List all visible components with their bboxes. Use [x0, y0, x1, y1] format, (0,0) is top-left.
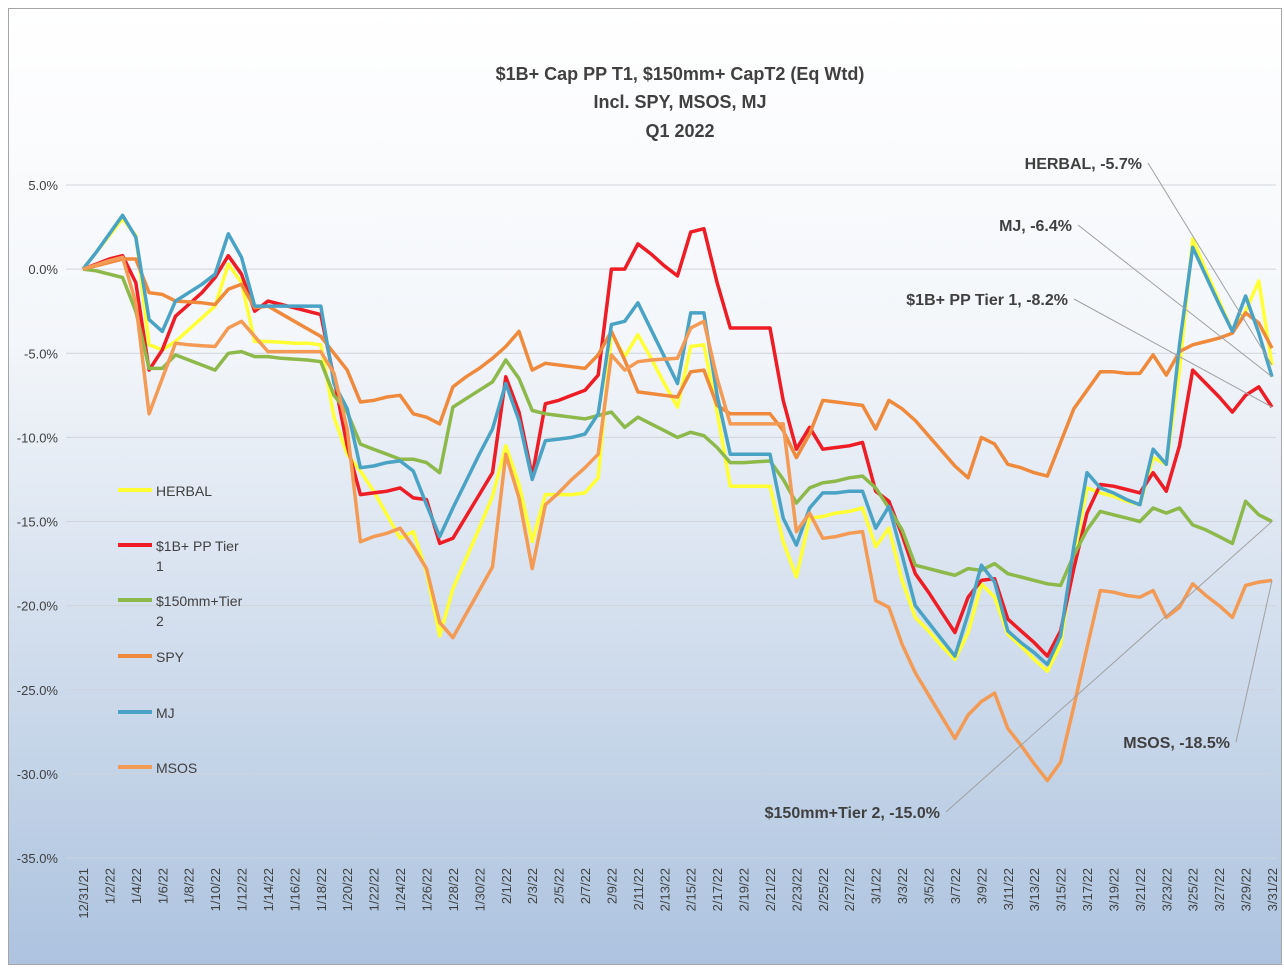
- x-tick-label: 1/22/22: [367, 868, 382, 911]
- chart-title: $1B+ Cap PP T1, $150mm+ CapT2 (Eq Wtd): [496, 64, 865, 84]
- legend-label: $1B+ PP Tier 1: [156, 538, 239, 574]
- data-label: $1B+ PP Tier 1, -8.2%: [906, 292, 1068, 309]
- x-tick-label: 1/2/22: [102, 868, 117, 904]
- series-line: [82, 257, 1274, 480]
- chart-subtitle: Incl. SPY, MSOS, MJ: [593, 92, 766, 112]
- x-tick-label: 1/6/22: [155, 868, 170, 904]
- legend-swatch: [118, 488, 152, 492]
- x-tick-label: 2/5/22: [552, 868, 567, 904]
- x-tick-label: 3/21/22: [1133, 868, 1148, 911]
- y-tick-label: 0.0%: [28, 262, 58, 277]
- x-tick-label: 1/28/22: [446, 868, 461, 911]
- x-tick-label: 1/20/22: [340, 868, 355, 911]
- x-tick-label: 2/27/22: [842, 868, 857, 911]
- data-label: MSOS, -18.5%: [1123, 735, 1230, 752]
- x-tick-label: 1/30/22: [472, 868, 487, 911]
- x-tick-label: 1/10/22: [208, 868, 223, 911]
- x-tick-label: 2/15/22: [684, 868, 699, 911]
- x-tick-label: 1/18/22: [314, 868, 329, 911]
- x-tick-label: 3/25/22: [1186, 868, 1201, 911]
- leader-line: [1235, 580, 1273, 743]
- y-tick-label: -15.0%: [17, 515, 59, 530]
- leader-line: [1147, 162, 1273, 366]
- y-tick-label: -10.0%: [17, 430, 59, 445]
- x-tick-label: 2/3/22: [525, 868, 540, 904]
- legend-swatch: [118, 765, 152, 769]
- legend-swatch: [118, 543, 152, 547]
- x-tick-label: 3/7/22: [948, 868, 963, 904]
- x-tick-label: 1/24/22: [393, 868, 408, 911]
- x-tick-label: 12/31/21: [76, 868, 91, 919]
- x-tick-label: 3/3/22: [895, 868, 910, 904]
- x-tick-label: 2/17/22: [710, 868, 725, 911]
- chart-background: [8, 8, 1282, 965]
- y-tick-label: -20.0%: [17, 599, 59, 614]
- x-tick-label: 3/11/22: [1001, 868, 1016, 910]
- x-tick-label: 3/27/22: [1212, 868, 1227, 911]
- x-tick-label: 2/1/22: [499, 868, 514, 904]
- legend-label: $150mm+Tier 2: [156, 593, 243, 629]
- x-tick-label: 2/21/22: [763, 868, 778, 911]
- leader-line: [1077, 224, 1273, 378]
- x-tick-label: 1/8/22: [182, 868, 197, 904]
- y-tick-label: -30.0%: [17, 767, 59, 782]
- x-tick-label: 3/31/22: [1265, 868, 1280, 911]
- leader-line: [1073, 298, 1273, 408]
- x-tick-label: 2/25/22: [816, 868, 831, 911]
- y-tick-label: -35.0%: [17, 851, 59, 866]
- legend-swatch: [118, 598, 152, 602]
- legend-label: HERBAL: [156, 483, 213, 499]
- data-label: HERBAL, -5.7%: [1025, 156, 1142, 173]
- x-tick-label: 1/4/22: [129, 868, 144, 904]
- x-tick-label: 2/19/22: [737, 868, 752, 911]
- x-tick-label: 3/19/22: [1106, 868, 1121, 911]
- x-tick-label: 3/29/22: [1239, 868, 1254, 911]
- data-label: MJ, -6.4%: [999, 218, 1072, 235]
- y-tick-label: -25.0%: [17, 683, 59, 698]
- legend-swatch: [118, 710, 152, 714]
- x-tick-label: 1/12/22: [235, 868, 250, 911]
- data-label: $150mm+Tier 2, -15.0%: [765, 805, 940, 822]
- x-tick-label: 2/9/22: [604, 868, 619, 904]
- series-line: [81, 213, 1274, 667]
- series-line: [82, 255, 1273, 783]
- x-tick-label: 2/11/22: [631, 868, 646, 910]
- x-tick-label: 3/23/22: [1159, 868, 1174, 911]
- x-tick-label: 2/7/22: [578, 868, 593, 904]
- x-tick-label: 1/26/22: [419, 868, 434, 911]
- x-tick-label: 2/23/22: [789, 868, 804, 911]
- x-tick-label: 3/17/22: [1080, 868, 1095, 911]
- y-tick-label: -5.0%: [24, 346, 58, 361]
- legend-label: MJ: [156, 705, 175, 721]
- x-tick-label: 3/15/22: [1054, 868, 1069, 911]
- x-tick-label: 3/13/22: [1027, 868, 1042, 911]
- chart-subtitle: Q1 2022: [645, 121, 714, 141]
- x-tick-label: 3/5/22: [922, 868, 937, 904]
- legend-swatch: [118, 654, 152, 658]
- x-tick-label: 2/13/22: [657, 868, 672, 911]
- leader-line: [945, 521, 1273, 813]
- x-tick-label: 3/1/22: [869, 868, 884, 904]
- x-tick-label: 3/9/22: [974, 868, 989, 904]
- legend-label: MSOS: [156, 760, 198, 776]
- y-tick-label: 5.0%: [28, 178, 58, 193]
- x-tick-label: 1/16/22: [287, 868, 302, 911]
- x-tick-label: 1/14/22: [261, 868, 276, 911]
- legend-label: SPY: [156, 649, 185, 665]
